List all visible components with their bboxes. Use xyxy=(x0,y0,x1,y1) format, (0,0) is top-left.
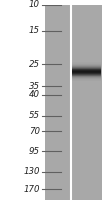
Text: 15: 15 xyxy=(29,26,40,35)
Bar xyxy=(72,65,101,66)
Bar xyxy=(72,62,101,63)
Bar xyxy=(72,78,101,79)
Text: 95: 95 xyxy=(29,147,40,156)
Bar xyxy=(72,75,101,76)
Bar xyxy=(72,72,101,73)
Text: 25: 25 xyxy=(29,60,40,69)
Bar xyxy=(72,64,101,65)
Text: 130: 130 xyxy=(23,167,40,176)
Bar xyxy=(72,77,101,78)
Bar xyxy=(45,4,102,200)
Bar xyxy=(72,70,101,71)
Bar xyxy=(72,67,101,68)
Text: 70: 70 xyxy=(29,127,40,136)
Bar xyxy=(72,73,101,74)
Bar xyxy=(0,4,45,200)
Bar xyxy=(72,68,101,69)
Text: 35: 35 xyxy=(29,82,40,91)
Bar xyxy=(72,74,101,75)
Bar xyxy=(72,76,101,77)
Bar xyxy=(72,66,101,67)
Bar xyxy=(72,71,101,72)
Bar xyxy=(72,69,101,70)
Text: 55: 55 xyxy=(29,111,40,120)
Text: 170: 170 xyxy=(23,185,40,194)
Text: 10: 10 xyxy=(29,0,40,9)
Bar xyxy=(72,80,101,81)
Bar xyxy=(72,63,101,64)
Bar xyxy=(72,79,101,80)
Text: 40: 40 xyxy=(29,90,40,99)
